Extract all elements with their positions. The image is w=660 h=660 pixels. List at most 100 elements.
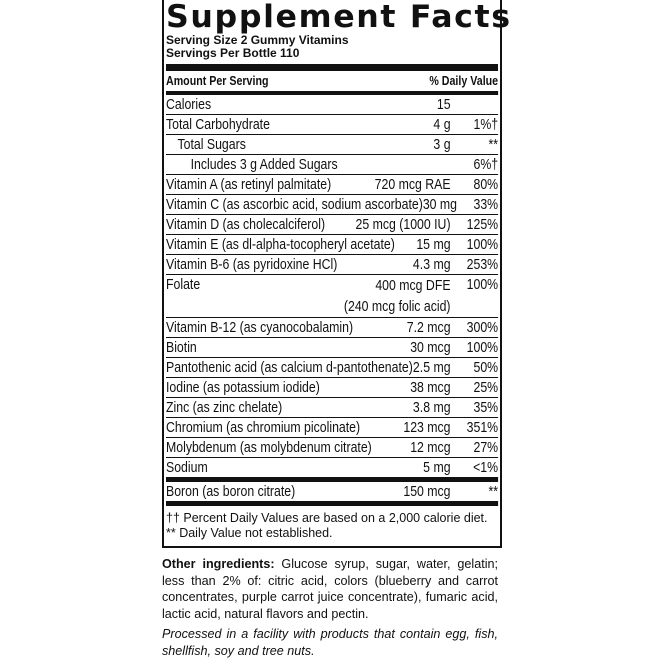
nutrient-daily-value: 300% [466, 319, 499, 336]
amount-value: 3 g [433, 136, 451, 153]
footnote-not-established: ** Daily Value not established. [166, 526, 333, 540]
nutrient-daily-value: 25% [473, 379, 499, 396]
nutrient-name: Boron (as boron citrate) [166, 483, 296, 500]
amount-value: 38 mcg [410, 379, 451, 396]
nutrient-row: Pantothenic acid (as calcium d-pantothen… [166, 358, 499, 378]
nutrient-row: Vitamin B-12 (as cyanocobalamin) 7.2 mcg 3… [166, 318, 499, 338]
nutrient-daily-value: 33% [473, 196, 499, 213]
nutrient-daily-value: 50% [473, 359, 499, 376]
supplement-facts-panel: Supplement Facts Serving Size 2 Gummy Vi… [162, 0, 512, 548]
nutrient-amount: 15 [437, 95, 451, 114]
amount-value: 400 mcg DFE [375, 277, 451, 294]
nutrient-name: Vitamin D (as cholecalciferol) [166, 216, 326, 233]
amount-value: 7.2 mcg [406, 319, 451, 336]
nutrient-row: Includes 3 g Added Sugars 6%† [166, 155, 499, 175]
nutrient-row: Vitamin A (as retinyl palmitate) 720 mcg … [166, 175, 499, 195]
nutrient-row: Molybdenum (as molybdenum citrate) 12 mcg… [166, 438, 499, 458]
amount-value: 30 mcg [410, 339, 451, 356]
nutrient-name: Folate [166, 276, 201, 293]
nutrient-name: Calories [166, 96, 212, 113]
nutrient-daily-value: 27% [473, 439, 499, 456]
nutrient-row: Boron (as boron citrate) 150 mcg ** [166, 482, 499, 506]
nutrient-row: Calories 15 [166, 95, 499, 115]
amount-value: 12 mcg [410, 439, 451, 456]
nutrient-daily-value: ** [488, 136, 499, 153]
nutrient-table: Calories 15 Total Carbohydrate 4 g 1%† Total … [166, 95, 499, 506]
amount-value: 30 mg [422, 196, 458, 213]
nutrient-row: Chromium (as chromium picolinate) 123 mcg… [166, 418, 499, 438]
nutrient-name: Chromium (as chromium picolinate) [166, 419, 361, 436]
amount-value: 2.5 mg [412, 359, 451, 376]
other-ingredients: Other ingredients: Glucose syrup, sugar,… [162, 556, 498, 622]
nutrient-row: Folate 400 mcg DFE (240 mcg folic acid) 100… [166, 275, 499, 318]
ingredients-label: Other ingredients: [162, 557, 275, 571]
nutrient-row: Vitamin C (as ascorbic acid, sodium asco… [166, 195, 499, 215]
nutrient-amount: 25 mcg (1000 IU) [356, 215, 451, 234]
nutrient-daily-value: <1% [473, 459, 499, 476]
amount-value: 720 mcg RAE [374, 176, 451, 193]
ingredients-text: Glucose syrup, sugar, water, gelatin; le… [162, 557, 498, 621]
amount-value: 4.3 mg [412, 256, 451, 273]
nutrient-name: Vitamin B-6 (as pyridoxine HCl) [166, 256, 338, 273]
nutrient-daily-value: 125% [466, 216, 499, 233]
nutrient-amount: 400 mcg DFE (240 mcg folic acid) [344, 275, 451, 317]
nutrient-name: Molybdenum (as molybdenum citrate) [166, 439, 372, 456]
amount-value: 4 g [433, 116, 451, 133]
amount-value: 15 mg [416, 236, 451, 253]
nutrient-daily-value: 35% [473, 399, 499, 416]
nutrient-row: Vitamin B-6 (as pyridoxine HCl) 4.3 mg 253… [166, 255, 499, 275]
nutrient-name: Includes 3 g Added Sugars [190, 156, 338, 173]
nutrient-daily-value: 100% [466, 339, 499, 356]
amount-value: 150 mcg [403, 483, 451, 500]
nutrient-daily-value: ** [488, 483, 499, 500]
column-header: Amount Per Serving % Daily Value [166, 71, 498, 91]
nutrient-row: Total Carbohydrate 4 g 1%† [166, 115, 499, 135]
amount-value: 5 mg [423, 459, 451, 476]
nutrient-daily-value: 253% [466, 256, 499, 273]
nutrient-amount: 150 mcg [403, 482, 450, 501]
serving-size: Serving Size 2 Gummy Vitamins [166, 33, 349, 47]
nutrient-name: Iodine (as potassium iodide) [166, 379, 320, 396]
nutrient-amount: 123 mcg [403, 418, 450, 437]
nutrient-daily-value: 100% [466, 236, 499, 253]
nutrient-amount: 4 g [433, 115, 450, 134]
nutrient-daily-value: 351% [466, 419, 499, 436]
panel-title: Supplement Facts [166, 0, 512, 35]
amount-value: 15 [436, 96, 451, 113]
nutrient-amount: 720 mcg RAE [375, 175, 451, 194]
nutrient-row: Total Sugars 3 g ** [166, 135, 499, 155]
nutrient-amount: 15 mg [416, 235, 450, 254]
nutrient-row: Iodine (as potassium iodide) 38 mcg 25% [166, 378, 499, 398]
nutrient-row: Zinc (as zinc chelate) 3.8 mg 35% [166, 398, 499, 418]
footnote-daily-values: †† Percent Daily Values are based on a 2… [166, 511, 488, 525]
nutrient-name: Pantothenic acid (as calcium d-pantothen… [166, 359, 413, 376]
nutrient-name: Zinc (as zinc chelate) [166, 399, 283, 416]
amount-value: 3.8 mg [412, 399, 451, 416]
amount-value: 123 mcg [403, 419, 451, 436]
footnotes: †† Percent Daily Values are based on a 2… [166, 511, 498, 541]
nutrient-amount: 30 mg [423, 195, 457, 214]
nutrient-amount: 4.3 mg [413, 255, 451, 274]
divider-medium [166, 91, 499, 95]
nutrient-amount: 3 g [433, 135, 450, 154]
nutrient-daily-value: 80% [473, 176, 499, 193]
nutrient-amount: 38 mcg [410, 378, 450, 397]
daily-value-label: % Daily Value [429, 73, 499, 88]
nutrient-row: Sodium 5 mg <1% [166, 458, 499, 482]
nutrient-name: Vitamin E (as dl-alpha-tocopheryl acetat… [166, 236, 395, 253]
nutrient-amount: 2.5 mg [413, 358, 451, 377]
nutrient-name: Sodium [166, 459, 208, 476]
nutrient-name: Biotin [166, 339, 197, 356]
nutrient-name: Vitamin A (as retinyl palmitate) [166, 176, 332, 193]
nutrient-name: Total Sugars [177, 136, 246, 153]
nutrient-daily-value: 100% [466, 276, 499, 293]
nutrient-amount: 3.8 mg [413, 398, 451, 417]
nutrient-row: Vitamin D (as cholecalciferol) 25 mcg (10… [166, 215, 499, 235]
amount-detail: (240 mcg folic acid) [343, 298, 451, 315]
divider-thick [166, 64, 498, 71]
nutrient-daily-value: 1%† [473, 116, 499, 133]
nutrient-amount: 7.2 mcg [407, 318, 451, 337]
nutrient-name: Vitamin C (as ascorbic acid, sodium asco… [166, 196, 423, 213]
nutrient-daily-value: 6%† [473, 156, 499, 173]
amount-value: 25 mcg (1000 IU) [355, 216, 451, 233]
